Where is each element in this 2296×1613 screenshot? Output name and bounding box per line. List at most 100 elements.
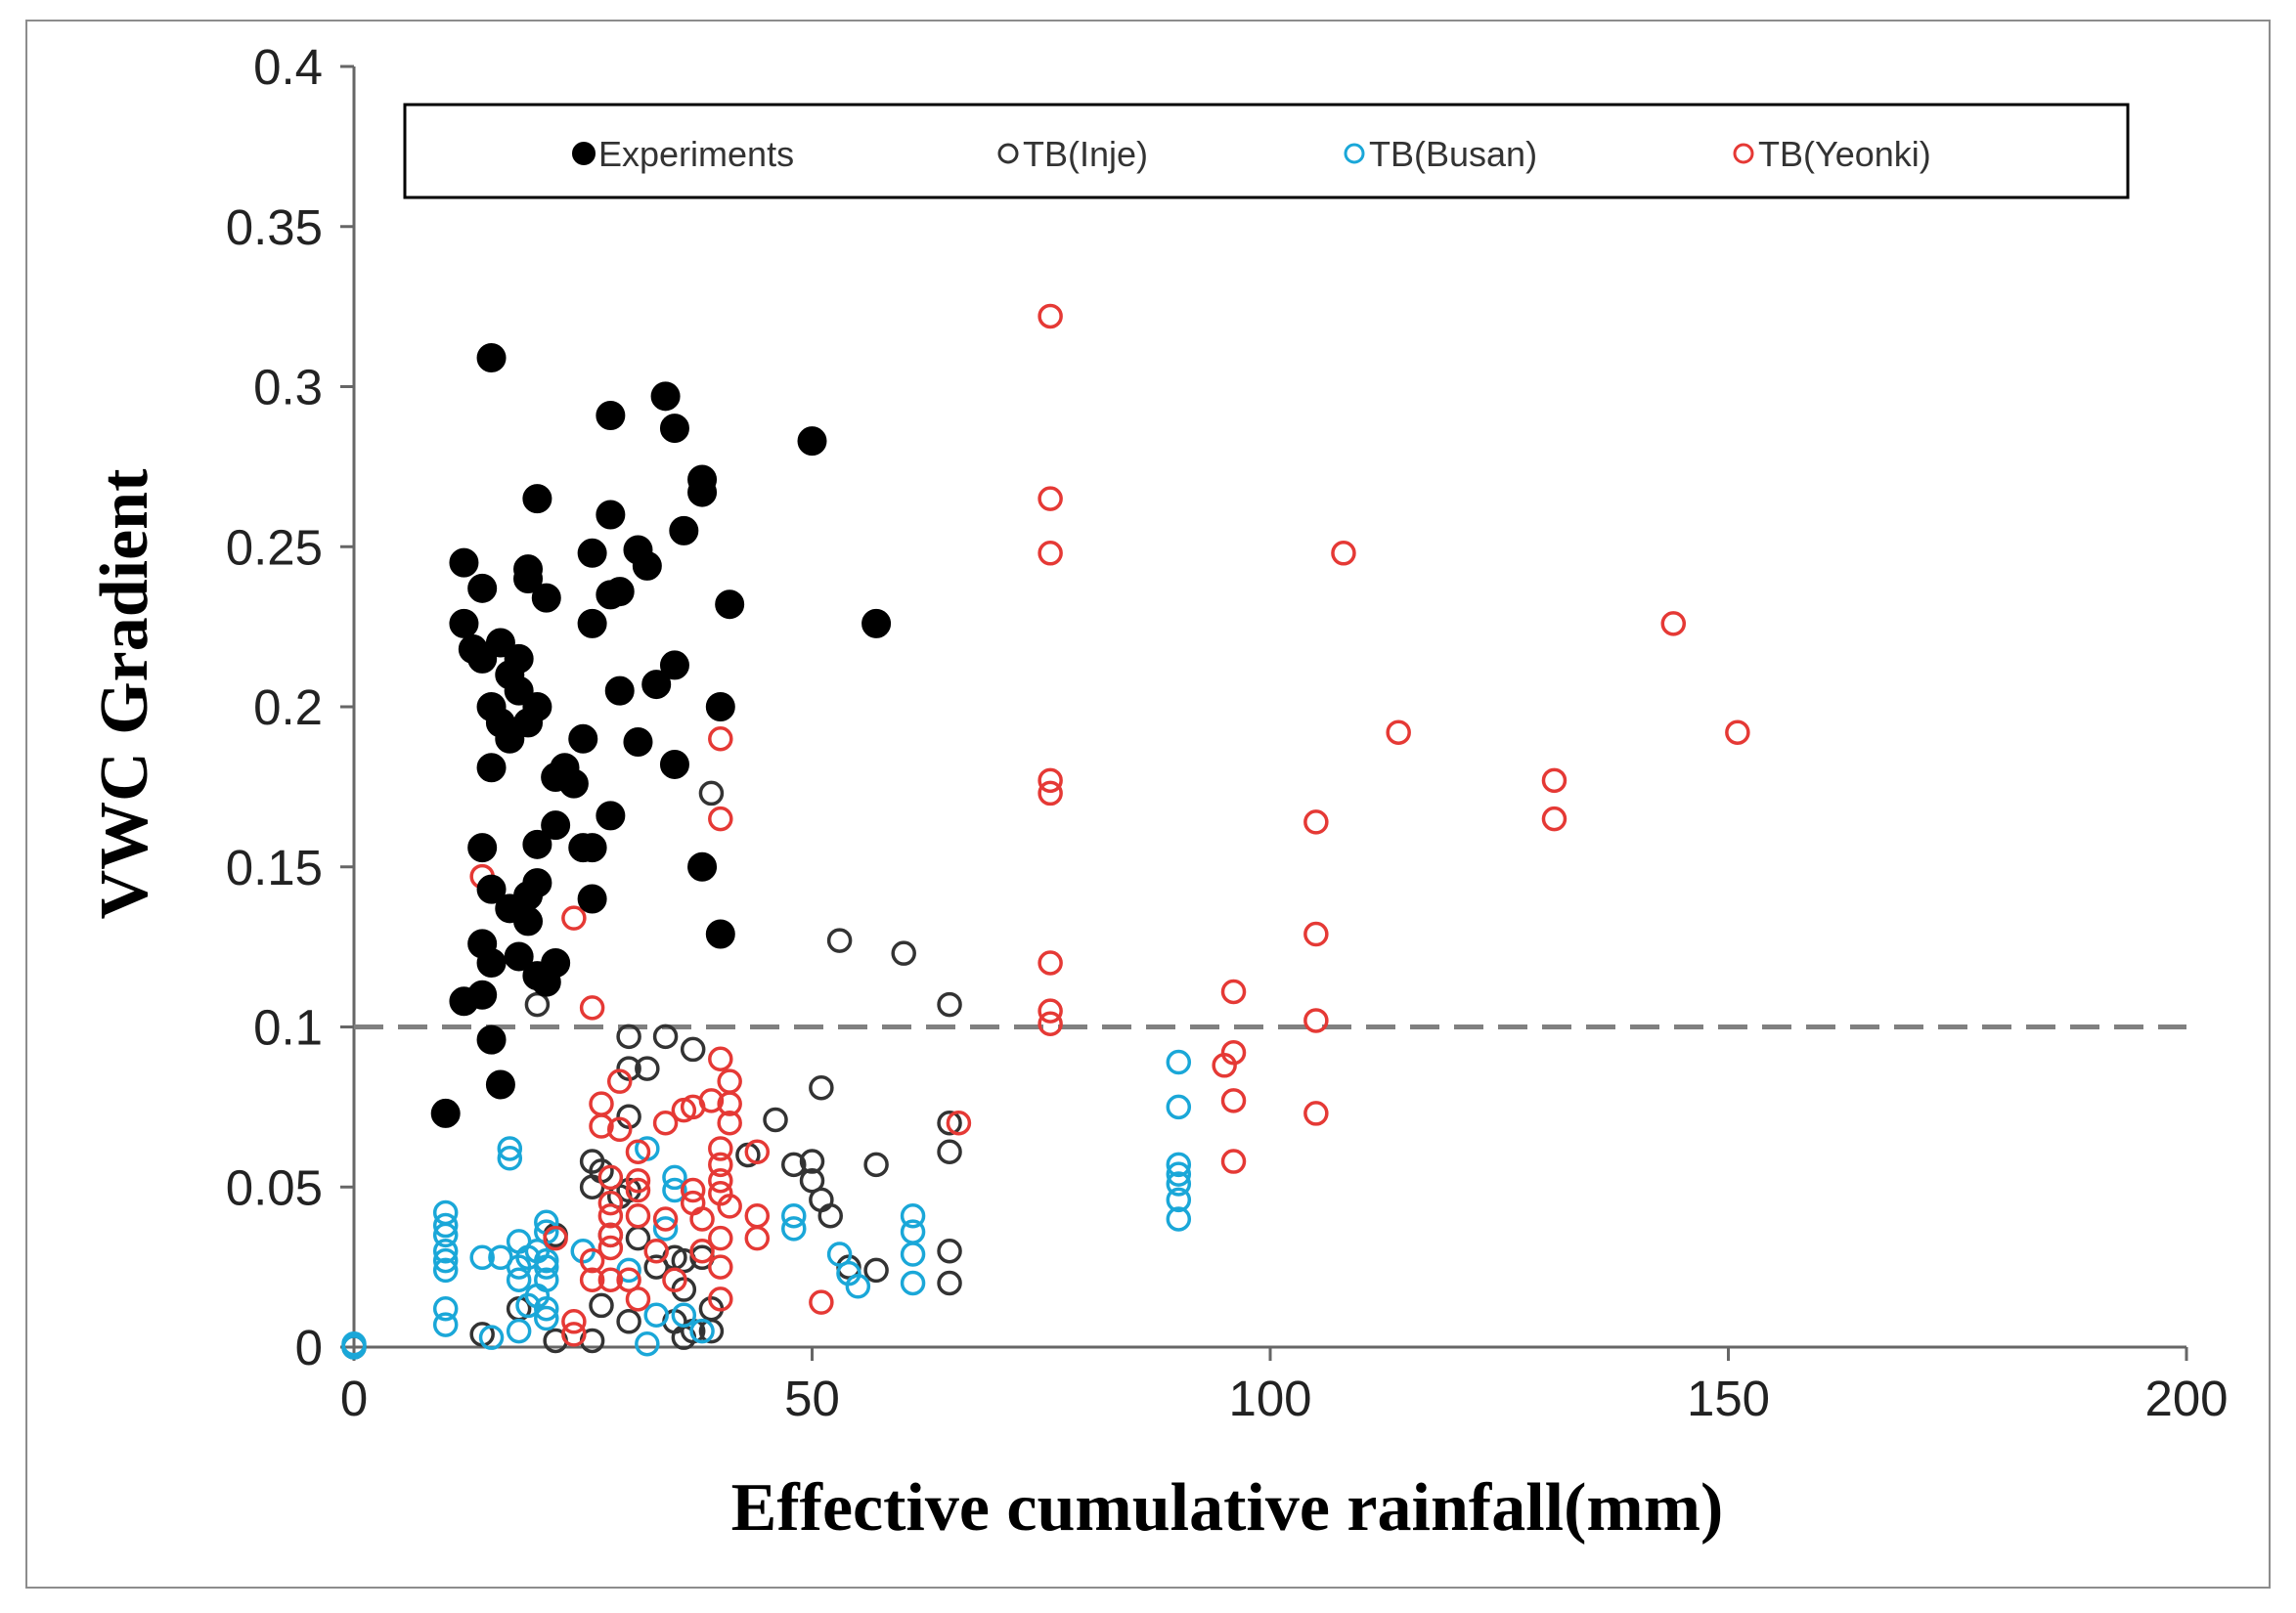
point-tb-inje xyxy=(589,1292,614,1319)
point-experiments xyxy=(687,477,718,507)
point-tb-busan xyxy=(432,1222,459,1248)
y-tick-label: 0.15 xyxy=(226,840,323,895)
point-experiments xyxy=(623,727,653,758)
point-tb-busan xyxy=(432,1312,459,1337)
point-tb-inje xyxy=(652,1024,679,1050)
x-tick-label: 150 xyxy=(1687,1371,1770,1426)
x-axis: 0 50 100 150 200 xyxy=(340,1345,2229,1426)
point-experiments xyxy=(577,833,607,863)
point-tb-yeonki xyxy=(1038,767,1063,794)
point-tb-busan xyxy=(689,1318,715,1344)
point-experiments xyxy=(485,1069,515,1100)
point-tb-yeonki xyxy=(1541,767,1567,794)
point-experiments xyxy=(705,919,735,949)
point-experiments xyxy=(659,414,689,444)
point-experiments xyxy=(669,515,699,545)
point-experiments xyxy=(476,753,507,783)
point-tb-yeonki xyxy=(708,1167,733,1194)
point-tb-yeonki xyxy=(561,1309,587,1334)
point-tb-yeonki xyxy=(1541,806,1567,832)
point-tb-yeonki xyxy=(744,1139,771,1164)
point-tb-yeonki xyxy=(708,1046,733,1071)
point-tb-yeonki xyxy=(1038,541,1063,566)
point-tb-yeonki xyxy=(625,1202,651,1229)
point-tb-yeonki xyxy=(1220,1149,1247,1174)
point-tb-inje xyxy=(809,1074,834,1101)
legend-marker xyxy=(1344,143,1365,164)
point-tb-inje xyxy=(616,1024,641,1050)
point-experiments xyxy=(641,670,672,700)
legend-label: TB(Busan) xyxy=(1369,134,1537,174)
x-tick-label: 0 xyxy=(340,1371,368,1426)
point-experiments xyxy=(449,608,479,638)
y-tick-label: 0.35 xyxy=(226,199,323,255)
point-tb-busan xyxy=(652,1216,679,1242)
point-tb-yeonki xyxy=(625,1139,651,1164)
y-tick-label: 0 xyxy=(295,1320,323,1375)
point-experiments xyxy=(531,967,561,997)
point-experiments xyxy=(596,580,626,610)
point-tb-yeonki xyxy=(680,1190,706,1216)
point-tb-busan xyxy=(478,1325,505,1350)
point-tb-inje xyxy=(643,1254,669,1280)
point-tb-yeonki xyxy=(1038,303,1063,329)
point-tb-busan xyxy=(900,1202,926,1229)
point-tb-inje xyxy=(937,1111,962,1136)
legend-marker xyxy=(997,143,1019,164)
point-tb-yeonki xyxy=(1331,541,1356,566)
point-tb-yeonki xyxy=(1038,486,1063,511)
y-tick-label: 0.25 xyxy=(226,519,323,575)
point-tb-yeonki xyxy=(1220,1088,1247,1113)
point-experiments xyxy=(604,676,635,706)
point-tb-yeonki xyxy=(708,1225,733,1251)
point-tb-yeonki xyxy=(625,1167,651,1194)
point-tb-yeonki xyxy=(579,995,605,1021)
point-tb-busan xyxy=(1166,1094,1192,1120)
point-tb-yeonki xyxy=(708,726,733,752)
x-tick-label: 100 xyxy=(1228,1371,1311,1426)
point-tb-yeonki xyxy=(652,1111,679,1136)
point-tb-busan xyxy=(341,1330,367,1357)
point-tb-yeonki xyxy=(1038,998,1063,1024)
point-tb-yeonki xyxy=(561,1322,587,1347)
point-tb-yeonki xyxy=(671,1097,697,1123)
point-tb-busan xyxy=(662,1177,687,1203)
y-tick-label: 0.4 xyxy=(253,39,323,95)
point-tb-yeonki xyxy=(717,1194,742,1219)
point-experiments xyxy=(504,676,534,706)
point-tb-busan xyxy=(900,1270,926,1296)
x-tick-label: 200 xyxy=(2144,1371,2228,1426)
point-tb-inje xyxy=(826,928,853,953)
point-tb-busan xyxy=(432,1247,459,1274)
point-experiments xyxy=(522,484,552,514)
point-experiments xyxy=(522,829,552,859)
point-tb-yeonki xyxy=(1038,1011,1063,1036)
point-tb-busan xyxy=(1166,1171,1192,1197)
point-tb-busan xyxy=(497,1146,523,1171)
point-experiments xyxy=(861,608,892,638)
point-tb-yeonki xyxy=(717,1111,742,1136)
y-tick-label: 0.05 xyxy=(226,1159,323,1215)
point-experiments xyxy=(476,948,507,978)
point-experiments xyxy=(476,874,507,904)
point-experiments xyxy=(577,884,607,914)
point-tb-yeonki xyxy=(606,1068,633,1094)
x-axis-title: Effective cumulative rainfall(mm) xyxy=(731,1470,1724,1546)
point-tb-yeonki xyxy=(708,1152,733,1178)
point-experiments xyxy=(467,980,498,1010)
point-tb-yeonki xyxy=(1303,921,1329,947)
point-tb-inje xyxy=(616,1309,641,1334)
point-tb-inje xyxy=(763,1107,788,1133)
point-tb-yeonki xyxy=(589,1113,614,1139)
point-tb-busan xyxy=(845,1274,871,1299)
point-tb-yeonki xyxy=(579,1247,605,1274)
point-experiments xyxy=(513,708,544,738)
point-experiments xyxy=(430,1098,461,1128)
figure-frame xyxy=(25,20,2271,1589)
point-tb-yeonki xyxy=(625,1177,651,1203)
point-tb-busan xyxy=(635,1330,660,1357)
point-tb-yeonki xyxy=(708,1136,733,1161)
point-tb-busan xyxy=(781,1202,807,1229)
point-tb-inje xyxy=(937,991,962,1018)
